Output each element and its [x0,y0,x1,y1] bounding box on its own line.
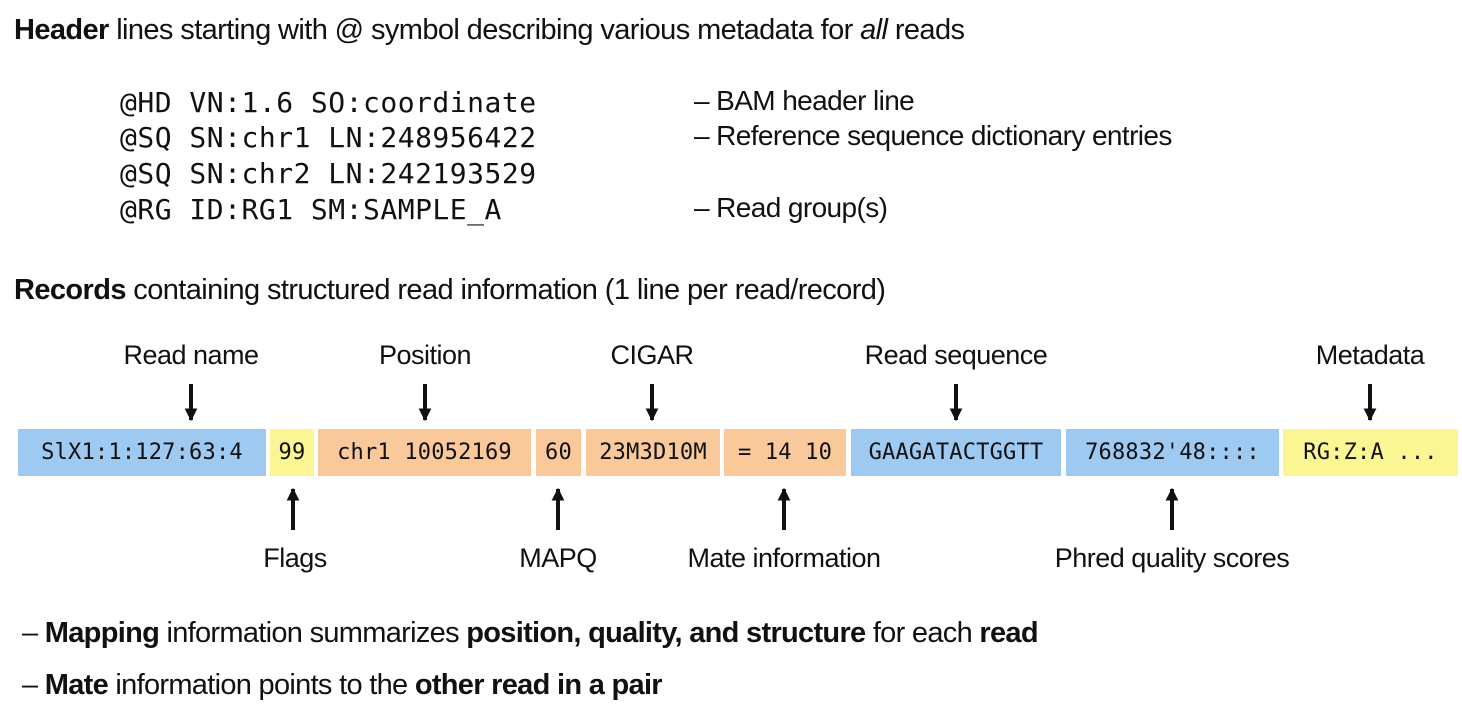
header-desc-hd: – BAM header line [694,85,915,116]
segment-cigar: 23M3D10M [586,429,720,476]
header-line-sq1: @SQ SN:chr1 LN:248956422 [120,121,537,154]
header-section-title: Header lines starting with @ symbol desc… [14,14,965,47]
note-dash: – [22,669,45,701]
header-line-hd: @HD VN:1.6 SO:coordinate [120,86,537,119]
label-quality-scores: Phred quality scores [1054,543,1290,573]
note-text: information summarizes [159,617,467,649]
header-desc-rg: – Read group(s) [694,192,888,223]
header-line-rg: @RG ID:RG1 SM:SAMPLE_A [120,193,502,226]
header-desc-sq: – Reference sequence dictionary entries [694,120,1172,151]
label-mapq: MAPQ [519,543,597,573]
segment-mapq: 60 [536,429,581,476]
header-line-sq2: @SQ SN:chr2 LN:242193529 [120,157,537,190]
label-position: Position [378,340,472,370]
header-title-bold: Header [14,14,109,46]
label-read-name: Read name [123,340,259,370]
note-bold: read [979,617,1038,649]
label-metadata: Metadata [1315,340,1425,370]
note-bold: position, quality, and structure [466,617,866,649]
segment-read-name: SlX1:1:127:63:4 [18,429,266,476]
header-title-emphasis: all [860,14,888,46]
records-section-title: Records containing structured read infor… [14,274,886,307]
label-flags: Flags [263,543,327,573]
records-title-bold: Records [14,274,126,306]
records-title-text: containing structured read information (… [125,274,886,306]
header-title-text-end: reads [887,14,965,46]
note-bold: Mate [44,669,109,701]
note-text: for each [865,617,980,649]
segment-position: chr1 10052169 [318,429,531,476]
header-title-text: lines starting with @ symbol describing … [108,14,861,46]
segment-metadata: RG:Z:A ... [1283,429,1458,476]
label-mate-information: Mate information [687,543,881,573]
note-text: information points to the [108,669,415,701]
label-read-sequence: Read sequence [864,340,1048,370]
segment-flags: 99 [270,429,314,476]
segment-read-sequence: GAAGATACTGGTT [851,429,1061,476]
note-bold: Mapping [44,617,160,649]
label-cigar: CIGAR [610,340,694,370]
note-dash: – [22,617,45,649]
segment-quality-scores: 768832'48:::: [1066,429,1279,476]
segment-mate-information: = 14 10 [724,429,846,476]
note-bold: other read in a pair [414,669,663,701]
note-mate: – Mate information points to the other r… [22,669,663,702]
note-mapping: – Mapping information summarizes positio… [22,617,1039,650]
